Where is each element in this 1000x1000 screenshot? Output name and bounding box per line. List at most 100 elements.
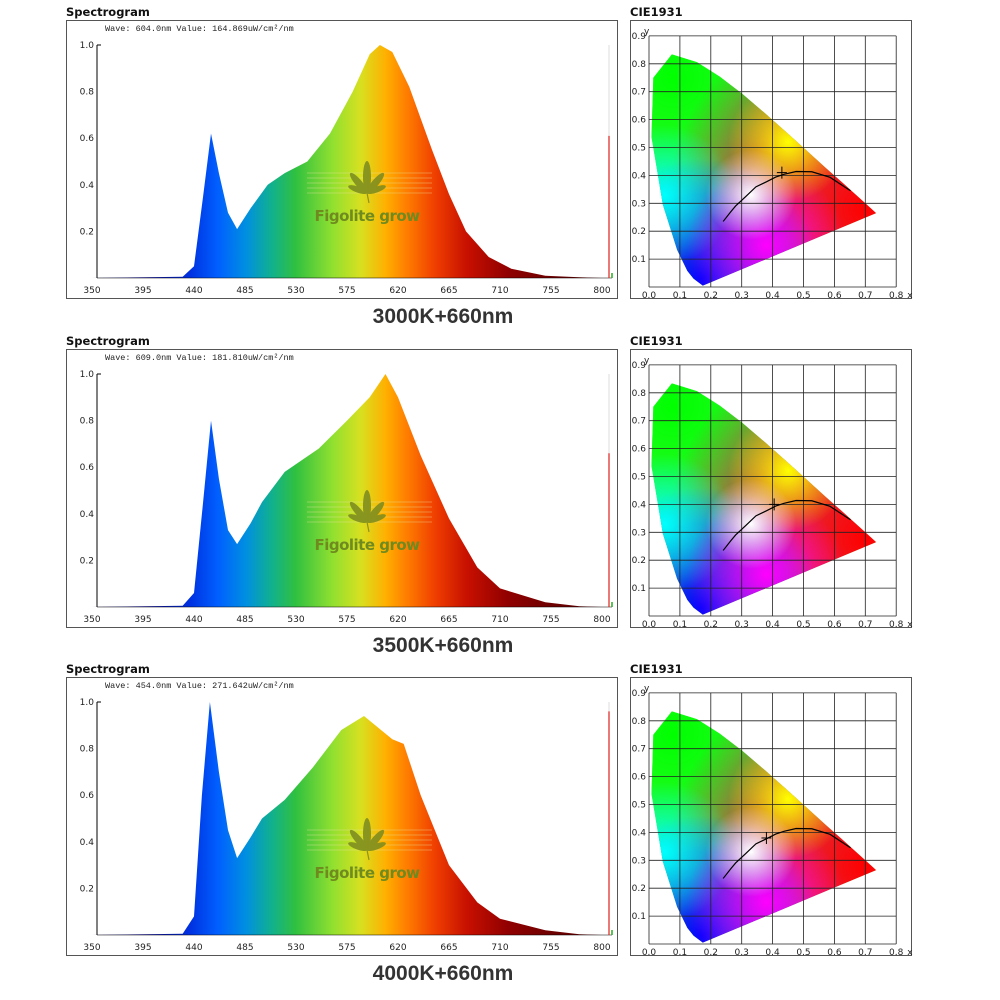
panel-1: Spectrogram CIE1931 3000K+660nm Figolite gr… [0, 0, 1000, 329]
cie1931-chart: 0.0 0.1 0.2 0.3 0.4 0.5 0.6 0.7 0.8 0.1 0.2 0.3 0.4 0… [630, 677, 914, 958]
cie-x-tick-label: 0.0 [642, 948, 657, 958]
cie-x-tick-label: 0.7 [858, 948, 872, 958]
x-tick-label: 440 [185, 615, 202, 625]
watermark-text: Figolite grow [314, 536, 420, 554]
y-tick-label: 1.0 [80, 370, 95, 380]
cie-x-label: x [907, 291, 913, 301]
wave-readout: Wave: 609.0nm Value: 181.810uW/cm²/nm [105, 353, 294, 363]
x-tick-label: 800 [593, 615, 610, 625]
cie-svg: 0.0 0.1 0.2 0.3 0.4 0.5 0.6 0.7 0.8 0.1 0.2 0.3 0.4 0… [632, 356, 914, 630]
spectrum-area [92, 374, 602, 607]
spectrogram-title: Spectrogram [66, 334, 150, 348]
x-tick-label: 665 [440, 943, 457, 953]
cie-y-tick-label: 0.1 [632, 584, 646, 594]
spectrogram-chart: Figolite grow 0.2 0.4 0.6 0.8 1.0 350 395 440 485… [66, 349, 618, 628]
watermark-text: Figolite grow [314, 864, 420, 882]
watermark-logo [307, 490, 432, 533]
x-tick-label: 755 [542, 286, 559, 296]
cie-y-tick-label: 0.8 [632, 717, 647, 727]
cie-x-tick-label: 0.6 [827, 620, 842, 630]
cie-x-tick-label: 0.4 [765, 291, 780, 301]
cie-x-tick-label: 0.1 [673, 948, 687, 958]
spectrogram-svg: Figolite grow 0.2 0.4 0.6 0.8 1.0 350 395 440 485… [80, 353, 613, 625]
cie-y-tick-label: 0.5 [632, 144, 646, 154]
cie-title: CIE1931 [630, 334, 683, 348]
cie-x-tick-label: 0.8 [889, 948, 904, 958]
cie-y-tick-label: 0.3 [632, 528, 646, 538]
x-tick-label: 575 [338, 943, 355, 953]
chromaticity-point-marker [769, 498, 780, 511]
y-tick-label: 0.6 [80, 791, 95, 801]
y-tick-label: 0.2 [80, 556, 94, 566]
spectrum-area [92, 702, 602, 935]
x-tick-label: 530 [287, 286, 304, 296]
spectrogram-chart: Figolite grow 0.2 0.4 0.6 0.8 1.0 350 395 440 485… [66, 20, 618, 299]
wave-readout: Wave: 454.0nm Value: 271.642uW/cm²/nm [105, 681, 294, 691]
cie-y-tick-label: 0.9 [632, 32, 647, 42]
cie-y-tick-label: 0.2 [632, 884, 646, 894]
cie-x-tick-label: 0.7 [858, 620, 872, 630]
x-tick-label: 395 [134, 943, 151, 953]
x-tick-label: 530 [287, 943, 304, 953]
panel-2: Spectrogram CIE1931 3500K+660nm Figolite gr… [0, 329, 1000, 658]
spectrogram-chart: Figolite grow 0.2 0.4 0.6 0.8 1.0 350 395 440 485… [66, 677, 618, 956]
y-tick-label: 0.8 [80, 88, 95, 98]
cie-svg: 0.0 0.1 0.2 0.3 0.4 0.5 0.6 0.7 0.8 0.1 0.2 0.3 0.4 0… [632, 684, 914, 958]
cie-x-tick-label: 0.1 [673, 291, 687, 301]
cie-x-tick-label: 0.4 [765, 948, 780, 958]
x-tick-label: 710 [491, 286, 508, 296]
planckian-locus [722, 827, 851, 879]
x-tick-label: 575 [338, 615, 355, 625]
cie-y-tick-label: 0.1 [632, 912, 646, 922]
x-tick-label: 710 [491, 615, 508, 625]
cie-y-tick-label: 0.8 [632, 389, 647, 399]
x-tick-label: 620 [389, 943, 406, 953]
cie-x-tick-label: 0.4 [765, 620, 780, 630]
data-point [209, 701, 210, 702]
cie-y-tick-label: 0.3 [632, 856, 646, 866]
cie-x-tick-label: 0.8 [889, 620, 904, 630]
spectrum-area [92, 45, 602, 278]
planckian-locus [722, 170, 851, 222]
cie-y-tick-label: 0.5 [632, 473, 646, 483]
cie-y-tick-label: 0.6 [632, 773, 647, 783]
x-tick-label: 755 [542, 615, 559, 625]
cie-x-tick-label: 0.2 [704, 291, 718, 301]
cie-x-tick-label: 0.7 [858, 291, 872, 301]
cie-y-tick-label: 0.7 [632, 88, 646, 98]
spectrogram-svg: Figolite grow 0.2 0.4 0.6 0.8 1.0 350 395 440 485… [80, 681, 613, 953]
cie-title: CIE1931 [630, 662, 683, 676]
chromaticity-point-marker [761, 831, 772, 844]
x-tick-label: 575 [338, 286, 355, 296]
y-tick-label: 0.4 [80, 838, 95, 848]
x-tick-label: 440 [185, 286, 202, 296]
cie-x-tick-label: 0.8 [889, 291, 904, 301]
y-tick-label: 0.8 [80, 745, 95, 755]
x-tick-label: 710 [491, 943, 508, 953]
y-tick-label: 0.6 [80, 463, 95, 473]
cie-y-tick-label: 0.6 [632, 445, 647, 455]
x-tick-label: 620 [389, 286, 406, 296]
color-gamut [651, 383, 877, 615]
y-tick-label: 1.0 [80, 698, 95, 708]
cie-y-tick-label: 0.9 [632, 689, 647, 699]
color-gamut [651, 711, 877, 943]
cie1931-chart: 0.0 0.1 0.2 0.3 0.4 0.5 0.6 0.7 0.8 0.1 0.2 0.3 0.4 0… [630, 349, 914, 630]
y-tick-label: 0.6 [80, 134, 95, 144]
cie-x-tick-label: 0.6 [827, 291, 842, 301]
cie-y-tick-label: 0.3 [632, 199, 646, 209]
cie-y-tick-label: 0.6 [632, 116, 647, 126]
x-tick-label: 620 [389, 615, 406, 625]
cie-y-tick-label: 0.4 [632, 828, 647, 838]
x-tick-label: 800 [593, 286, 610, 296]
cie-y-tick-label: 0.9 [632, 361, 647, 371]
x-tick-label: 395 [134, 615, 151, 625]
cie-y-label: y [644, 27, 650, 37]
x-tick-label: 530 [287, 615, 304, 625]
cie-x-tick-label: 0.2 [704, 620, 718, 630]
cie-y-label: y [644, 356, 650, 366]
cie-title: CIE1931 [630, 5, 683, 19]
x-tick-label: 800 [593, 943, 610, 953]
spectrogram-title: Spectrogram [66, 662, 150, 676]
panel-3: Spectrogram CIE1931 4000K+660nm Figolite gr… [0, 657, 1000, 986]
